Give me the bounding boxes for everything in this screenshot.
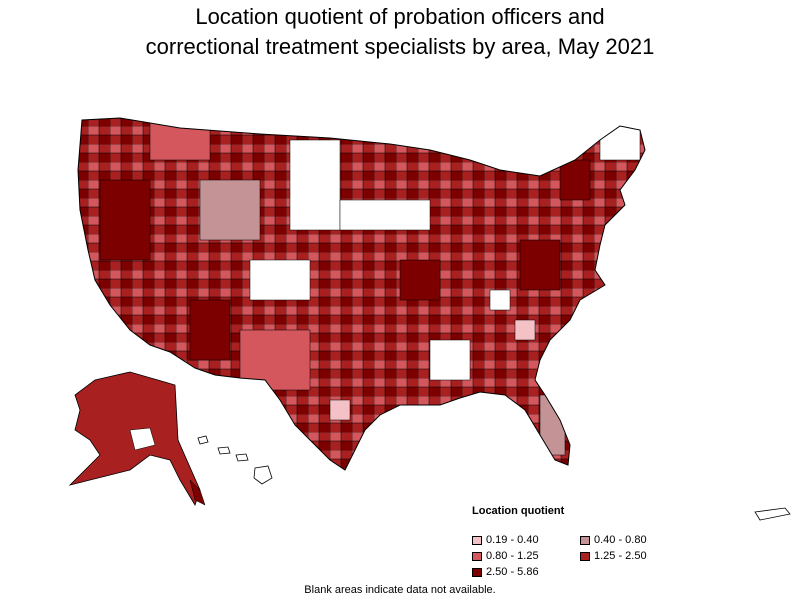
footnote: Blank areas indicate data not available. bbox=[304, 584, 496, 596]
legend-swatch bbox=[472, 567, 482, 577]
legend-title: Location quotient bbox=[472, 505, 565, 517]
legend-item: 2.50 - 5.86 bbox=[472, 565, 580, 579]
legend-item: 0.40 - 0.80 bbox=[580, 533, 690, 547]
legend-label: 1.25 - 2.50 bbox=[594, 550, 647, 562]
map-title-line2: correctional treatment specialists by ar… bbox=[145, 34, 655, 59]
map-title-line1: Location quotient of probation officers … bbox=[195, 4, 605, 29]
legend-label: 0.19 - 0.40 bbox=[486, 534, 539, 546]
legend-label: 0.40 - 0.80 bbox=[594, 534, 647, 546]
map-title: Location quotient of probation officers … bbox=[0, 2, 800, 62]
legend-items: 0.19 - 0.40 0.40 - 0.80 0.80 - 1.25 1.25… bbox=[472, 533, 730, 579]
legend-swatch bbox=[580, 535, 590, 545]
legend-label: 0.80 - 1.25 bbox=[486, 550, 539, 562]
legend-swatch bbox=[472, 535, 482, 545]
legend-label: 2.50 - 5.86 bbox=[486, 566, 539, 578]
legend-swatch bbox=[580, 551, 590, 561]
legend-item: 1.25 - 2.50 bbox=[580, 549, 690, 563]
puerto-rico-region bbox=[754, 507, 791, 521]
hawaii-region bbox=[197, 435, 273, 485]
legend-swatch bbox=[472, 551, 482, 561]
legend: Location quotient 0.19 - 0.40 0.40 - 0.8… bbox=[470, 505, 730, 579]
alaska-region bbox=[68, 371, 206, 506]
legend-item: 0.19 - 0.40 bbox=[472, 533, 580, 547]
legend-item: 0.80 - 1.25 bbox=[472, 549, 580, 563]
